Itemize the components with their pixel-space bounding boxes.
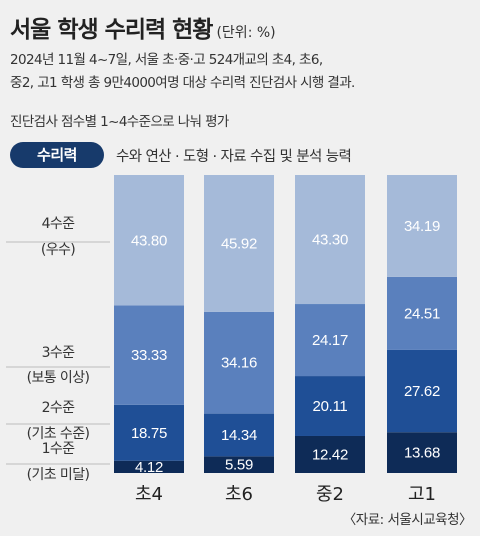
- legend-row: 수리력 수와 연산 · 도형 · 자료 수집 및 분석 능력: [10, 142, 470, 168]
- value-label-고1-level2: 27.62: [404, 383, 440, 400]
- value-label-고1-level3: 24.51: [404, 305, 440, 322]
- value-label-중2-level2: 20.11: [313, 398, 348, 415]
- bar-segment-초6-level1: [204, 456, 274, 473]
- value-label-초4-level2: 18.75: [131, 425, 167, 442]
- category-label-초4: 초4: [135, 484, 163, 505]
- category-label-고1: 고1: [408, 484, 436, 505]
- unit-label: (단위: %): [216, 25, 276, 41]
- value-label-초6-level1: 5.59: [225, 457, 253, 474]
- value-label-초4-level3: 33.33: [131, 347, 167, 364]
- description-line-2: 중2, 고1 학생 총 9만4000여명 대상 수리력 진단검사 시행 결과.: [10, 75, 355, 91]
- bar-segment-초4-level2: [114, 404, 184, 461]
- value-label-중2-level1: 12.42: [312, 446, 348, 463]
- level-label-4: 4수준: [42, 216, 76, 232]
- value-label-고1-level4: 34.19: [404, 218, 440, 235]
- bar-segment-중2-level1: [295, 435, 365, 473]
- level-sublabel-3: (보통 이상): [27, 370, 90, 386]
- category-label-초6: 초6: [225, 484, 253, 505]
- bar-segment-초4-level4: [114, 175, 184, 306]
- value-label-중2-level3: 24.17: [312, 332, 348, 349]
- bar-segment-중2-level2: [295, 376, 365, 436]
- category-label-중2: 중2: [316, 484, 344, 505]
- value-label-초4-level1: 4.12: [135, 459, 163, 476]
- bar-segment-초6-level2: [204, 413, 274, 457]
- bar-segment-고1-level4: [387, 175, 457, 277]
- bar-segment-중2-level3: [295, 304, 365, 377]
- level-sublabel-1: (기초 미달): [27, 467, 90, 483]
- value-label-초6-level4: 45.92: [221, 235, 257, 252]
- level-label-1: 1수준: [42, 441, 76, 457]
- level-sublabel-2: (기초 수준): [27, 426, 90, 442]
- value-label-고1-level1: 13.68: [404, 445, 440, 462]
- level-label-3: 3수준: [42, 345, 76, 361]
- bar-segment-중2-level4: [295, 175, 365, 305]
- source-label: 〈자료: 서울시교육청〉: [342, 512, 473, 528]
- value-label-초6-level3: 34.16: [221, 355, 257, 372]
- description-line-1: 2024년 11월 4~7일, 서울 초·중·고 524개교의 초4, 초6,: [10, 52, 323, 68]
- legend-description: 수와 연산 · 도형 · 자료 수집 및 분석 능력: [116, 149, 352, 165]
- title-text: 서울 학생 수리력 현황: [10, 17, 213, 43]
- bar-segment-초6-level4: [204, 175, 274, 312]
- bar-segment-고1-level3: [387, 276, 457, 350]
- bar-segment-초4-level3: [114, 305, 184, 405]
- legend-pill: 수리력: [10, 142, 104, 168]
- value-label-중2-level4: 43.30: [312, 232, 348, 249]
- value-label-초6-level2: 14.34: [221, 427, 257, 444]
- bar-segment-고1-level1: [387, 432, 457, 473]
- level-label-2: 2수준: [42, 400, 76, 416]
- bar-segment-고1-level2: [387, 349, 457, 433]
- value-label-초4-level4: 43.80: [131, 232, 167, 249]
- chart-title: 서울 학생 수리력 현황 (단위: %): [10, 10, 276, 44]
- description-line-3: 진단검사 점수별 1~4수준으로 나눠 평가: [10, 114, 229, 130]
- level-sublabel-4: (우수): [41, 242, 75, 258]
- bar-segment-초6-level3: [204, 311, 274, 414]
- bar-segment-초4-level1: [114, 460, 184, 473]
